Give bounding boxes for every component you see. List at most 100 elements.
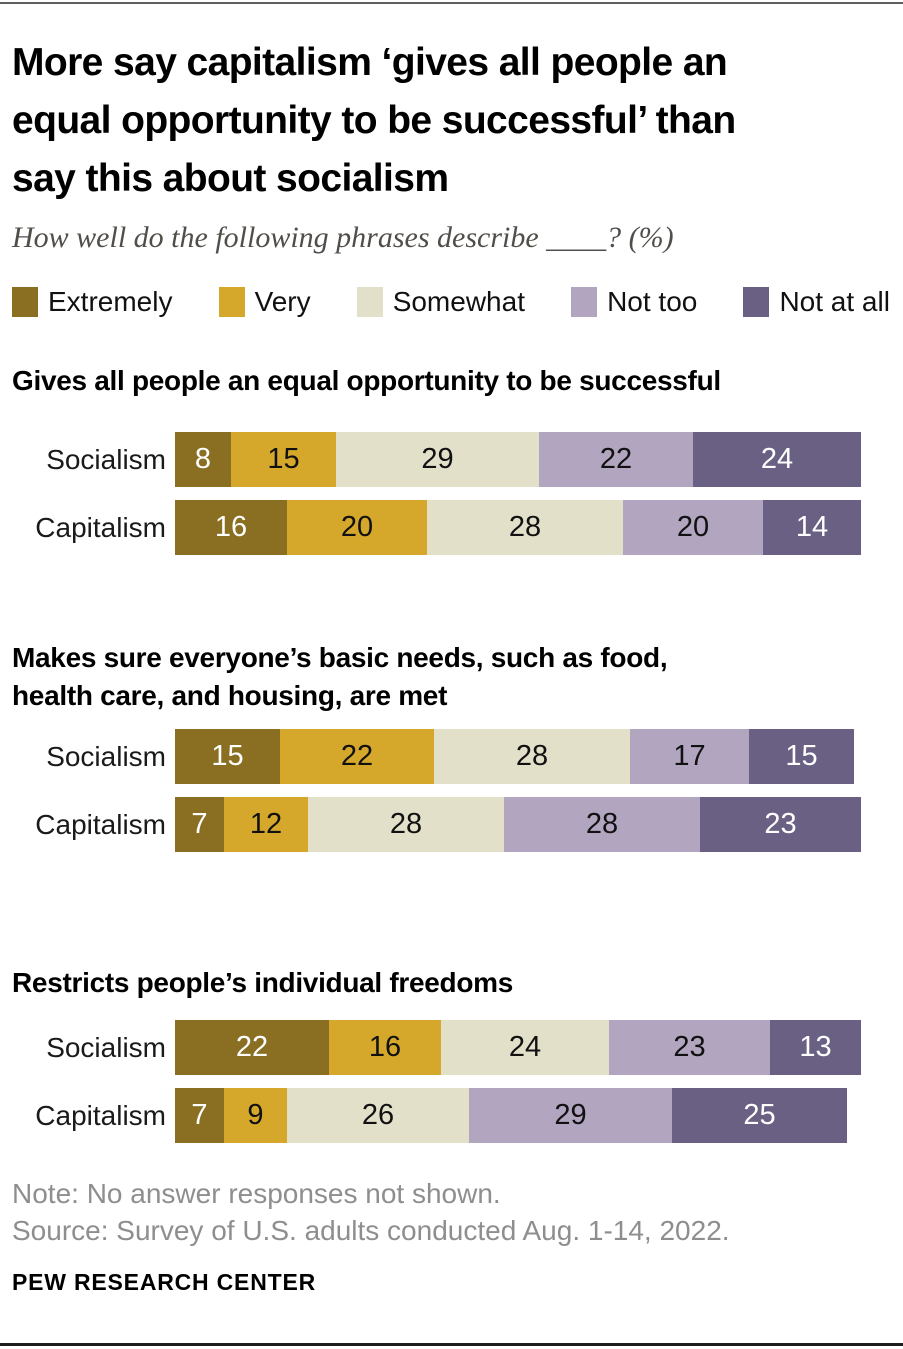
stacked-bar: 22 16 24 23 13 [175,1020,861,1075]
bar-segment-extremely: 22 [175,1020,329,1075]
bar-row-socialism: Socialism 8 15 29 22 24 [12,432,890,487]
bar-value-label: 25 [743,1099,776,1131]
section-heading: Makes sure everyone’s basic needs, such … [12,642,668,711]
stacked-bar: 7 12 28 28 23 [175,797,861,852]
bar-value-label: 17 [673,740,706,772]
legend-label: Not at all [779,286,890,317]
bar-segment-very: 16 [329,1020,441,1075]
legend-label: Somewhat [392,286,525,317]
bottom-divider [0,1343,903,1346]
bar-segment-extremely: 8 [175,432,231,487]
bar-segment-not-at-all: 24 [693,432,861,487]
source-text: Source: Survey of U.S. adults conducted … [12,1215,730,1246]
row-label: Socialism [46,443,166,475]
bar-value-label: 7 [191,808,208,840]
bar-row-socialism: Socialism 22 16 24 23 13 [12,1020,890,1075]
legend-swatch-extremely [12,287,38,317]
bar-value-label: 9 [247,1099,264,1131]
bar-segment-extremely: 7 [175,1088,224,1143]
stacked-bar: 8 15 29 22 24 [175,432,861,487]
section-heading: Gives all people an equal opportunity to… [12,365,721,396]
bar-segment-very: 15 [231,432,336,487]
row-label: Capitalism [35,511,166,543]
bar-segment-not-at-all: 15 [749,729,854,784]
legend-label: Very [254,286,311,317]
bar-row-capitalism: Capitalism 7 12 28 28 23 [12,797,890,852]
row-label: Capitalism [35,1099,166,1131]
bar-value-label: 24 [760,443,794,475]
bar-segment-somewhat: 28 [308,797,504,852]
bar-value-label: 28 [585,808,619,840]
note-text: Note: No answer responses not shown. [12,1178,501,1209]
row-label: Socialism [46,1031,166,1063]
bar-segment-somewhat: 28 [427,500,623,555]
bar-segment-very: 9 [224,1088,287,1143]
bar-value-label: 8 [194,443,212,475]
stacked-bar: 7 9 26 29 25 [175,1088,847,1143]
bar-segment-not-too: 23 [609,1020,770,1075]
bar-value-label: 16 [214,511,248,543]
legend-item-very: Very [218,286,311,318]
legend-label: Not too [607,286,698,317]
legend-label: Extremely [48,286,173,317]
row-label: Capitalism [35,808,166,840]
legend-item-extremely: Extremely [12,286,172,318]
stacked-bar: 15 22 28 17 15 [175,729,854,784]
chart-content: More say capitalism ‘gives all people an… [12,41,890,1295]
bar-value-label: 28 [515,740,549,772]
chart-section: Makes sure everyone’s basic needs, such … [12,639,890,852]
chart-subtitle: How well do the following phrases descri… [12,221,674,254]
bar-segment-not-too: 29 [469,1088,672,1143]
bar-segment-extremely: 16 [175,500,287,555]
bar-segment-very: 22 [280,729,434,784]
bar-value-label: 23 [673,1031,706,1063]
bar-segment-very: 20 [287,500,427,555]
top-divider [0,2,903,4]
bar-value-label: 28 [389,808,423,840]
bar-segment-not-too: 22 [539,432,693,487]
bar-row-socialism: Socialism 15 22 28 17 15 [12,729,890,784]
legend-item-somewhat: Somewhat [356,286,525,318]
bar-segment-not-too: 17 [630,729,749,784]
section-heading: Restricts people’s individual freedoms [12,967,514,998]
bar-value-label: 20 [340,511,374,543]
chart-section: Gives all people an equal opportunity to… [12,362,890,555]
bar-value-label: 29 [554,1099,587,1131]
legend-swatch-not-too [571,287,598,317]
bar-value-label: 14 [795,511,829,543]
page-title: More say capitalism ‘gives all people an… [12,41,736,200]
bar-segment-extremely: 7 [175,797,224,852]
bar-segment-somewhat: 26 [287,1088,469,1143]
bar-value-label: 22 [599,443,633,475]
bar-value-label: 20 [676,511,710,543]
legend-swatch-somewhat [356,287,383,317]
bar-value-label: 13 [799,1031,832,1063]
bar-value-label: 26 [361,1099,395,1131]
bar-segment-somewhat: 29 [336,432,539,487]
bar-value-label: 15 [211,740,244,772]
bar-segment-not-at-all: 25 [672,1088,847,1143]
brand-name: PEW RESEARCH CENTER [12,1269,317,1295]
bar-segment-very: 12 [224,797,308,852]
legend-swatch-very [218,287,245,317]
chart-sections: Gives all people an equal opportunity to… [12,362,890,1143]
bar-row-capitalism: Capitalism 7 9 26 29 25 [12,1088,890,1143]
bar-value-label: 22 [340,740,374,772]
bar-segment-extremely: 15 [175,729,280,784]
legend-swatch-not-at-all [743,287,770,317]
bar-value-label: 16 [368,1031,402,1063]
bar-row-capitalism: Capitalism 16 20 28 20 14 [12,500,890,555]
bar-segment-not-at-all: 23 [700,797,861,852]
bar-segment-somewhat: 24 [441,1020,609,1075]
footnotes: Note: No answer responses not shown. Sou… [12,1175,890,1249]
row-label: Socialism [46,740,166,772]
legend-item-not-too: Not too [571,286,697,318]
bar-value-label: 22 [235,1031,269,1063]
bar-value-label: 15 [785,740,818,772]
bar-value-label: 7 [191,1099,208,1131]
legend-item-not-at-all: Not at all [743,286,890,318]
bar-value-label: 28 [508,511,542,543]
bar-segment-not-too: 20 [623,500,763,555]
bar-segment-not-too: 28 [504,797,700,852]
